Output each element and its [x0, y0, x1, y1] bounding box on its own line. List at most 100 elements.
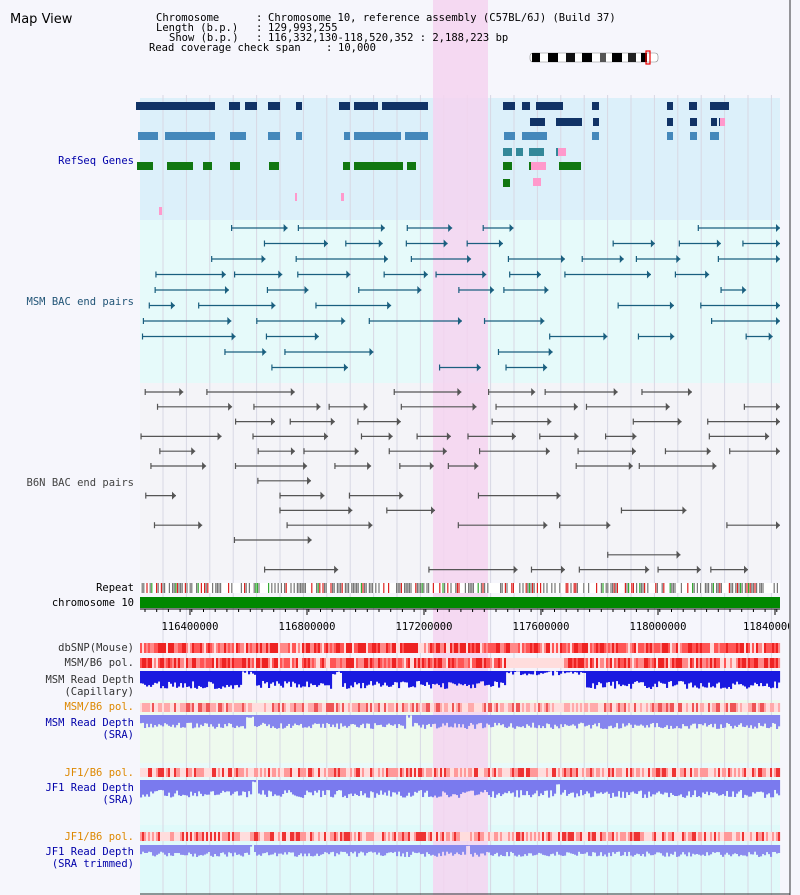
depth-bar [762, 845, 765, 855]
gene-block[interactable] [229, 102, 240, 110]
gene-block[interactable] [667, 118, 673, 126]
gene-block[interactable] [504, 132, 515, 140]
gene-block[interactable] [296, 102, 302, 110]
heat-cell [374, 703, 377, 712]
gene-block[interactable] [516, 148, 523, 156]
gene-block[interactable] [354, 102, 378, 110]
gene-block[interactable] [689, 102, 697, 110]
heat-cell [424, 703, 427, 712]
chromosome-ideogram[interactable] [529, 50, 659, 65]
heat-cell [248, 658, 251, 668]
depth-bar [250, 671, 253, 672]
gene-block[interactable] [522, 132, 547, 140]
gene-block[interactable] [137, 162, 153, 170]
gene-block[interactable] [667, 102, 673, 110]
depth-bar [634, 671, 637, 682]
gene-block[interactable] [559, 162, 581, 170]
gene-block[interactable] [382, 102, 428, 110]
depth-bar [656, 780, 659, 793]
gene-block[interactable] [536, 102, 563, 110]
gene-block[interactable] [245, 102, 257, 110]
gene-block[interactable] [592, 102, 599, 110]
depth-bar [584, 671, 587, 673]
gene-block-pink[interactable] [720, 118, 725, 126]
gene-block[interactable] [503, 102, 515, 110]
heat-cell [310, 658, 313, 668]
heat-cell [376, 643, 379, 653]
gene-block[interactable] [165, 132, 215, 140]
gene-block[interactable] [522, 102, 530, 110]
gene-block[interactable] [269, 162, 279, 170]
heat-cell [392, 658, 395, 668]
gene-block[interactable] [344, 132, 350, 140]
gene-block[interactable] [710, 102, 729, 110]
gene-block[interactable] [405, 132, 428, 140]
heat-cell [212, 643, 215, 653]
gene-block[interactable] [556, 118, 582, 126]
selected-region-highlight[interactable] [433, 0, 488, 895]
depth-bar [252, 671, 255, 674]
bac-pair-arrow [603, 332, 608, 341]
gene-block-pink[interactable] [295, 193, 297, 201]
heat-cell [624, 658, 627, 668]
gene-block-pink[interactable] [341, 193, 344, 201]
gene-block[interactable] [354, 132, 401, 140]
heat-cell [456, 643, 459, 653]
depth-bar [758, 780, 761, 792]
repeat-mark [525, 583, 527, 593]
bac-pair-arrow [498, 239, 503, 248]
heat-cell [374, 768, 377, 777]
gene-block[interactable] [592, 132, 599, 140]
heat-cell [270, 768, 273, 777]
heat-cell [458, 832, 461, 841]
gene-block[interactable] [503, 162, 512, 170]
gene-block[interactable] [268, 132, 280, 140]
heat-cell [706, 658, 709, 668]
gene-block[interactable] [530, 118, 545, 126]
gene-block-pink[interactable] [558, 148, 566, 156]
repeat-mark [450, 583, 452, 593]
heat-cell [260, 643, 263, 653]
bac-pair-arrow [765, 432, 770, 441]
gene-block-pink[interactable] [531, 162, 546, 170]
gene-block[interactable] [343, 162, 350, 170]
gene-block[interactable] [296, 132, 302, 140]
gene-block[interactable] [354, 162, 403, 170]
gene-block[interactable] [503, 148, 512, 156]
heat-cell [480, 643, 483, 653]
heat-cell [648, 658, 651, 668]
heat-cell [736, 658, 739, 668]
heat-cell [778, 703, 781, 712]
heat-cell [648, 703, 651, 712]
gene-block-pink[interactable] [533, 178, 541, 186]
heat-cell [530, 703, 533, 712]
heat-cell [356, 643, 359, 653]
depth-bar [684, 780, 687, 798]
depth-bar [362, 845, 365, 853]
gene-block[interactable] [710, 132, 719, 140]
gene-block[interactable] [167, 162, 193, 170]
gene-block[interactable] [690, 132, 697, 140]
heat-cell [618, 643, 621, 653]
gene-block[interactable] [138, 132, 158, 140]
gene-block[interactable] [339, 102, 350, 110]
gene-block[interactable] [136, 102, 215, 110]
heat-cell [322, 832, 325, 841]
gene-block[interactable] [203, 162, 212, 170]
gene-block[interactable] [529, 148, 544, 156]
gene-block[interactable] [667, 132, 673, 140]
gene-block[interactable] [593, 118, 599, 126]
gene-block[interactable] [407, 162, 416, 170]
gene-block[interactable] [503, 179, 510, 187]
gene-block[interactable] [268, 102, 280, 110]
depth-bar [516, 715, 519, 727]
gene-block[interactable] [230, 162, 240, 170]
repeat-mark [418, 583, 420, 593]
chromosome-bar[interactable] [140, 597, 780, 608]
gene-block[interactable] [690, 118, 697, 126]
gene-block-pink[interactable] [159, 207, 162, 215]
gene-block[interactable] [230, 132, 246, 140]
gene-block[interactable] [711, 118, 717, 126]
position-axis: 116400000 116800000 117200000 117600000 … [140, 597, 794, 633]
depth-bar [174, 845, 177, 854]
